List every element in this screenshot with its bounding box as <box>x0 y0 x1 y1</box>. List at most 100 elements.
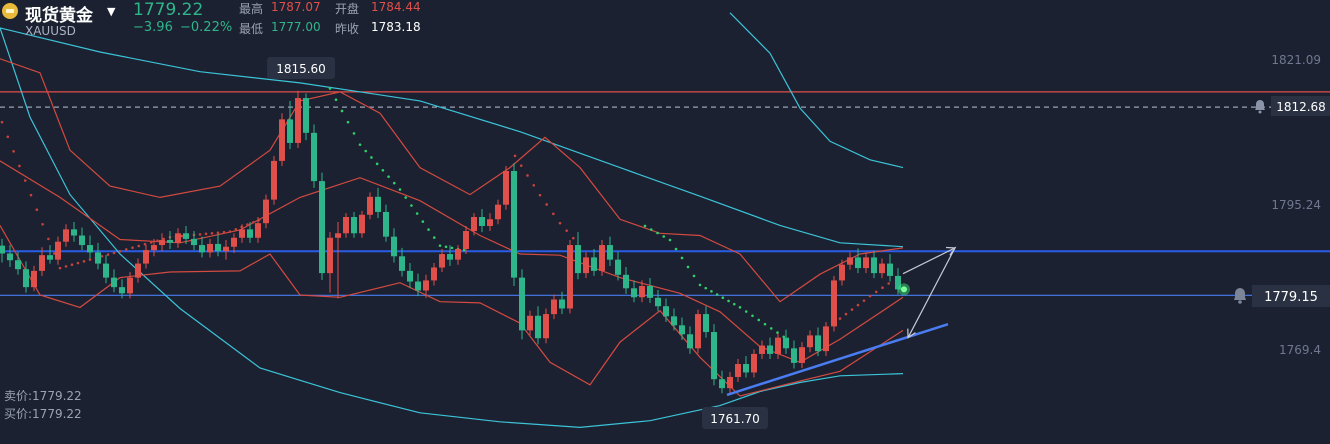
parabolic-dot <box>252 220 255 224</box>
candle-body <box>335 233 341 238</box>
parabolic-dot <box>41 223 44 226</box>
price-mark-current[interactable]: 1779.15 <box>1252 285 1330 307</box>
candle-body <box>607 245 613 260</box>
parabolic-dot <box>6 135 10 139</box>
candle-body <box>255 223 261 238</box>
price-mark-upper-text: 1812.68 <box>1276 100 1326 114</box>
candle-body <box>79 235 85 246</box>
candle-body <box>175 233 181 243</box>
candle-body <box>127 277 133 294</box>
parabolic-dot <box>698 283 702 287</box>
parabolic-dot <box>415 212 419 215</box>
parabolic-dot <box>257 218 261 222</box>
prev-close-label: 昨收 <box>335 22 360 36</box>
price-mark-upper[interactable]: 1812.68 <box>1271 96 1330 116</box>
parabolic-dot <box>438 244 442 247</box>
parabolic-dot <box>82 260 86 263</box>
parabolic-dot <box>751 314 754 318</box>
bell-icon[interactable] <box>1255 100 1265 114</box>
y-tick-1: 1821.09 <box>1271 53 1321 67</box>
candle-body <box>63 229 69 242</box>
candle-body <box>879 263 885 274</box>
candle-body <box>519 277 525 331</box>
candle-body <box>767 345 773 354</box>
candle-body <box>111 277 117 288</box>
sell-price: 卖价:1779.22 <box>4 389 82 403</box>
candle-body <box>279 119 285 161</box>
instrument-name[interactable]: 现货黄金 <box>25 6 93 26</box>
parabolic-dot <box>572 236 575 240</box>
parabolic-dot <box>410 204 413 207</box>
candle-body <box>183 233 189 239</box>
candle-body <box>591 257 597 271</box>
parabolic-dot <box>18 164 21 168</box>
candle-body <box>511 170 517 278</box>
candle-body <box>495 204 501 220</box>
candle-body <box>583 257 589 274</box>
parabolic-dot <box>0 120 4 124</box>
parabolic-dot <box>526 174 529 177</box>
open-label: 开盘 <box>335 2 360 16</box>
parabolic-dot <box>370 156 373 159</box>
parabolic-dot <box>856 303 860 307</box>
parabolic-dot <box>334 98 338 102</box>
high-label: 最高 <box>239 2 264 16</box>
parabolic-dot <box>721 296 725 300</box>
candle-body <box>743 364 749 373</box>
chevron-down-icon[interactable]: ▼ <box>107 5 116 18</box>
parabolic-dot <box>106 253 110 256</box>
candle-body <box>695 314 701 349</box>
candle-body <box>775 337 781 354</box>
candle-body <box>431 267 437 281</box>
parabolic-dot <box>70 263 74 267</box>
parabolic-dot <box>874 290 878 294</box>
candle-body <box>119 287 125 294</box>
candle-body <box>463 231 469 249</box>
candle-body <box>551 299 557 315</box>
candle-body <box>527 315 533 331</box>
parabolic-dot <box>23 179 27 182</box>
parabolic-dot <box>444 245 448 249</box>
parabolic-dot <box>513 154 517 158</box>
candle-body <box>623 274 629 289</box>
candle-body <box>783 337 789 349</box>
parabolic-dot <box>352 132 356 135</box>
parabolic-dot <box>137 244 141 248</box>
candle-body <box>215 243 221 252</box>
parabolic-dot <box>887 282 891 285</box>
parabolic-dot <box>545 203 548 206</box>
candle-body <box>287 119 293 143</box>
parabolic-dot <box>198 233 202 236</box>
parabolic-dot <box>149 241 153 244</box>
parabolic-dot <box>246 223 249 226</box>
parabolic-dot <box>228 230 232 233</box>
candle-body <box>759 345 765 354</box>
bell-icon[interactable] <box>1234 288 1246 304</box>
parabolic-dot <box>710 290 713 293</box>
gold-logo-icon <box>2 3 18 19</box>
parabolic-dot <box>364 149 368 153</box>
parabolic-dot <box>662 235 666 238</box>
candle-body <box>31 270 37 288</box>
parabolic-dot <box>769 327 773 330</box>
candle-body <box>575 245 581 274</box>
parabolic-dot <box>76 261 80 265</box>
parabolic-dot <box>222 230 226 234</box>
parabolic-dot <box>340 109 344 113</box>
parabolic-dot <box>421 220 425 223</box>
candle-body <box>815 335 821 352</box>
moving-average-long <box>0 27 904 429</box>
current-price-dot <box>901 286 907 293</box>
candle-body <box>487 219 493 226</box>
quote-header: 现货黄金 ▼ XAUUSD 1779.22 −3.96 −0.22% 最高 17… <box>0 0 440 40</box>
candle-body <box>23 269 29 288</box>
parabolic-dot <box>838 317 842 320</box>
candle-body <box>703 314 709 333</box>
parabolic-dot <box>432 236 436 239</box>
candle-body <box>735 364 741 377</box>
parabolic-dot <box>850 308 854 311</box>
candle-body <box>351 217 357 234</box>
parabolic-dot <box>210 231 214 235</box>
parabolic-dot <box>328 87 332 90</box>
